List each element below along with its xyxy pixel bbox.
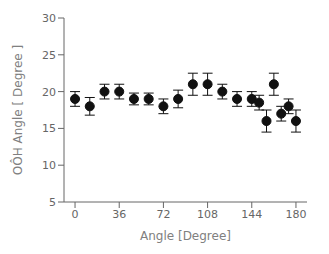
svg-text:0: 0 [72,208,79,221]
svg-text:25: 25 [42,49,56,62]
svg-text:20: 20 [42,86,56,99]
svg-text:30: 30 [42,12,56,25]
svg-text:180: 180 [285,208,306,221]
svg-text:Angle [Degree]: Angle [Degree] [140,229,231,243]
svg-text:15: 15 [42,122,56,135]
svg-text:72: 72 [156,208,170,221]
svg-text:OÔH Angle [ Degree ]: OÔH Angle [ Degree ] [10,45,25,175]
svg-text:5: 5 [49,196,56,209]
svg-text:108: 108 [197,208,218,221]
svg-text:10: 10 [42,159,56,172]
svg-text:36: 36 [112,208,126,221]
svg-text:144: 144 [241,208,262,221]
